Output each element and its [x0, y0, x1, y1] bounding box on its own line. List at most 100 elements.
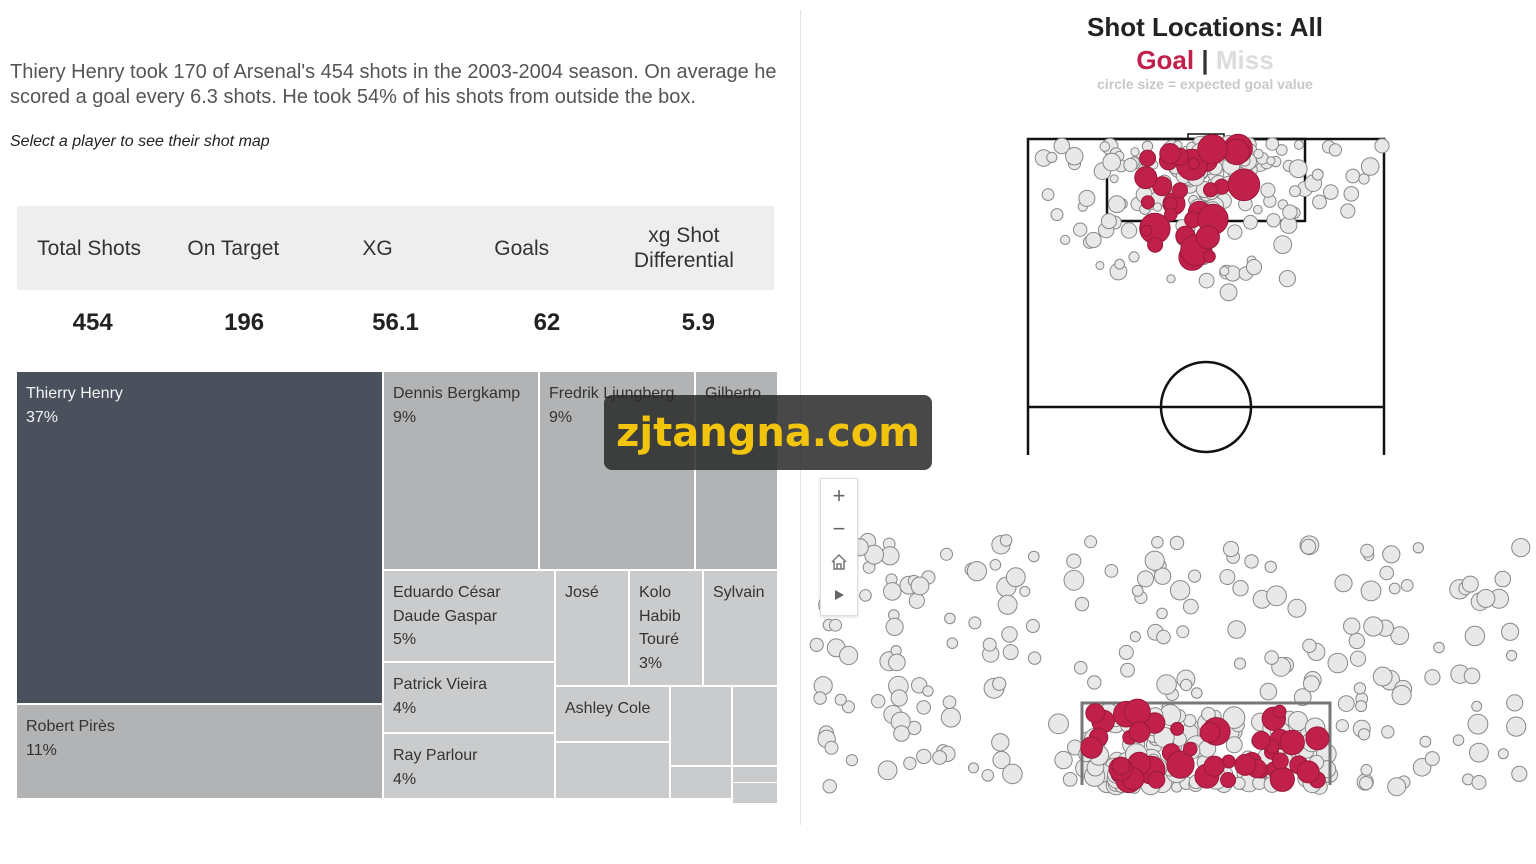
miss-shot-marker[interactable] — [1114, 258, 1125, 270]
miss-shot-marker[interactable] — [1005, 567, 1026, 588]
legend-goal[interactable]: Goal — [1136, 45, 1195, 75]
miss-shot-marker[interactable] — [1266, 156, 1276, 166]
treemap-tile-small[interactable] — [555, 742, 670, 799]
miss-shot-marker[interactable] — [1166, 274, 1176, 284]
miss-shot-marker[interactable] — [910, 576, 930, 596]
treemap-tile-small[interactable] — [670, 686, 732, 766]
treemap-tile-ray-parlour[interactable]: Ray Parlour 4% — [383, 733, 555, 799]
goal-shot-marker[interactable] — [1147, 770, 1166, 789]
miss-shot-marker[interactable] — [1328, 143, 1342, 157]
miss-shot-marker[interactable] — [842, 700, 855, 714]
miss-shot-marker[interactable] — [845, 754, 859, 767]
miss-shot-marker[interactable] — [989, 559, 1002, 571]
miss-shot-marker[interactable] — [1390, 626, 1410, 645]
miss-shot-marker[interactable] — [992, 676, 1007, 691]
goal-shot-marker[interactable] — [1203, 182, 1219, 198]
miss-shot-marker[interactable] — [908, 592, 925, 609]
miss-shot-marker[interactable] — [1245, 259, 1263, 276]
miss-shot-marker[interactable] — [813, 691, 827, 705]
miss-shot-marker[interactable] — [822, 779, 837, 794]
treemap-tile-ashley-cole[interactable]: Ashley Cole — [555, 686, 670, 742]
treemap-tile-kolo-toure[interactable]: Kolo Habib Touré 3% — [629, 570, 703, 686]
miss-shot-marker[interactable] — [1100, 213, 1117, 230]
miss-shot-marker[interactable] — [1348, 632, 1365, 650]
miss-shot-marker[interactable] — [1264, 650, 1279, 665]
miss-shot-marker[interactable] — [1282, 204, 1298, 220]
miss-shot-marker[interactable] — [1130, 147, 1140, 157]
miss-shot-marker[interactable] — [1063, 569, 1085, 591]
miss-shot-marker[interactable] — [1469, 742, 1489, 763]
miss-shot-marker[interactable] — [1087, 675, 1102, 690]
miss-shot-marker[interactable] — [1123, 157, 1138, 173]
miss-shot-marker[interactable] — [1464, 625, 1486, 647]
miss-shot-marker[interactable] — [1359, 776, 1374, 791]
miss-shot-marker[interactable] — [1102, 152, 1121, 172]
miss-shot-marker[interactable] — [1388, 582, 1401, 595]
miss-shot-marker[interactable] — [1379, 565, 1395, 581]
treemap-tile-sylvain[interactable]: Sylvain — [703, 570, 778, 686]
miss-shot-marker[interactable] — [1337, 695, 1355, 713]
miss-shot-marker[interactable] — [1363, 616, 1384, 637]
goal-shot-marker[interactable] — [1195, 225, 1220, 250]
miss-shot-marker[interactable] — [1323, 184, 1339, 200]
treemap-tile-robert-pires[interactable]: Robert Pirès 11% — [16, 704, 383, 799]
miss-shot-marker[interactable] — [1419, 735, 1432, 748]
miss-shot-marker[interactable] — [1506, 649, 1518, 662]
goal-shot-marker[interactable] — [1271, 752, 1289, 770]
miss-shot-marker[interactable] — [1511, 538, 1531, 558]
goal-shot-marker[interactable] — [1202, 250, 1216, 263]
miss-shot-marker[interactable] — [1424, 751, 1440, 767]
miss-shot-marker[interactable] — [1219, 569, 1236, 585]
miss-shot-marker[interactable] — [834, 693, 847, 706]
miss-shot-marker[interactable] — [1345, 168, 1361, 184]
goal-shot-marker[interactable] — [1197, 134, 1228, 165]
miss-shot-marker[interactable] — [1302, 675, 1320, 693]
miss-shot-marker[interactable] — [1278, 270, 1296, 288]
miss-shot-marker[interactable] — [1424, 669, 1441, 686]
miss-shot-marker[interactable] — [1334, 574, 1353, 593]
goal-shot-marker[interactable] — [1296, 760, 1320, 784]
zoom-in-button[interactable]: + — [832, 482, 846, 508]
pitch-shot-map[interactable] — [1020, 120, 1392, 460]
miss-shot-marker[interactable] — [1120, 662, 1135, 678]
miss-shot-marker[interactable] — [1227, 224, 1243, 240]
miss-shot-marker[interactable] — [1002, 763, 1023, 785]
miss-shot-marker[interactable] — [1084, 535, 1098, 549]
miss-shot-marker[interactable] — [1244, 554, 1259, 569]
miss-shot-marker[interactable] — [1227, 620, 1246, 639]
miss-shot-marker[interactable] — [1060, 234, 1071, 246]
treemap-tile-dennis-bergkamp[interactable]: Dennis Bergkamp 9% — [383, 371, 539, 570]
miss-shot-marker[interactable] — [1129, 631, 1141, 643]
miss-shot-marker[interactable] — [888, 653, 906, 672]
goal-shot-marker[interactable] — [1279, 729, 1305, 756]
miss-shot-marker[interactable] — [1381, 725, 1395, 739]
miss-shot-marker[interactable] — [1222, 706, 1246, 729]
miss-shot-marker[interactable] — [1288, 159, 1308, 179]
goal-shot-marker[interactable] — [1170, 721, 1185, 736]
miss-shot-marker[interactable] — [1062, 772, 1078, 787]
miss-shot-marker[interactable] — [1374, 138, 1390, 154]
miss-shot-marker[interactable] — [1108, 195, 1126, 214]
miss-shot-marker[interactable] — [1002, 644, 1019, 661]
miss-shot-marker[interactable] — [968, 762, 979, 774]
miss-shot-marker[interactable] — [1266, 585, 1287, 607]
miss-shot-marker[interactable] — [1109, 174, 1119, 184]
miss-shot-marker[interactable] — [1048, 713, 1069, 735]
miss-shot-marker[interactable] — [1357, 728, 1371, 741]
miss-shot-marker[interactable] — [1391, 685, 1412, 706]
miss-shot-marker[interactable] — [1027, 651, 1042, 665]
miss-shot-marker[interactable] — [859, 589, 872, 602]
miss-shot-marker[interactable] — [991, 733, 1010, 752]
miss-shot-marker[interactable] — [885, 617, 904, 637]
miss-shot-marker[interactable] — [1471, 775, 1487, 790]
miss-shot-marker[interactable] — [1054, 750, 1073, 770]
goal-shot-marker[interactable] — [1272, 704, 1287, 719]
miss-shot-marker[interactable] — [1360, 764, 1373, 776]
miss-shot-marker[interactable] — [1041, 188, 1055, 201]
goal-shot-marker[interactable] — [1080, 736, 1103, 759]
miss-shot-marker[interactable] — [1144, 550, 1165, 571]
miss-shot-marker[interactable] — [1120, 222, 1138, 239]
miss-shot-marker[interactable] — [903, 756, 917, 771]
miss-shot-marker[interactable] — [824, 740, 839, 755]
miss-shot-marker[interactable] — [997, 594, 1018, 615]
